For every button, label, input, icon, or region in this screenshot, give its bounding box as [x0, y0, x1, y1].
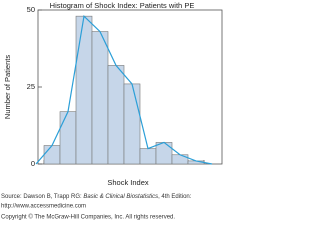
copyright: Copyright © The McGraw-Hill Companies, I… — [1, 214, 175, 221]
bar — [107, 65, 125, 165]
source-url: http://www.accessmedicine.com — [1, 204, 86, 210]
bar — [91, 31, 109, 165]
y-axis-label: Number of Patients — [3, 55, 12, 119]
x-axis-label: Shock Index — [107, 178, 149, 187]
source-prefix: Source: Dawson B, Trapp RG: — [1, 194, 82, 200]
bar — [139, 148, 157, 165]
y-tick-label: 25 — [27, 82, 35, 91]
bar — [75, 15, 93, 165]
source: Source: Dawson B, Trapp RG: Basic & Clin… — [1, 194, 192, 200]
bar — [59, 111, 77, 165]
bar — [43, 145, 61, 165]
bar — [123, 83, 141, 165]
bar — [171, 154, 189, 165]
y-tick-label: 0 — [31, 159, 35, 168]
page: Histogram of Shock Index: Patients with … — [1, 0, 223, 221]
chart-title: Histogram of Shock Index: Patients with … — [50, 1, 195, 10]
source-edition: , 4th Edition: — [158, 194, 192, 200]
y-tick-label: 50 — [27, 5, 35, 14]
source-book: Basic & Clinical Biostatistics — [83, 194, 158, 200]
bar — [155, 142, 173, 165]
frequency-polygon — [35, 14, 213, 165]
chart: Histogram of Shock Index: Patients with … — [1, 1, 223, 221]
